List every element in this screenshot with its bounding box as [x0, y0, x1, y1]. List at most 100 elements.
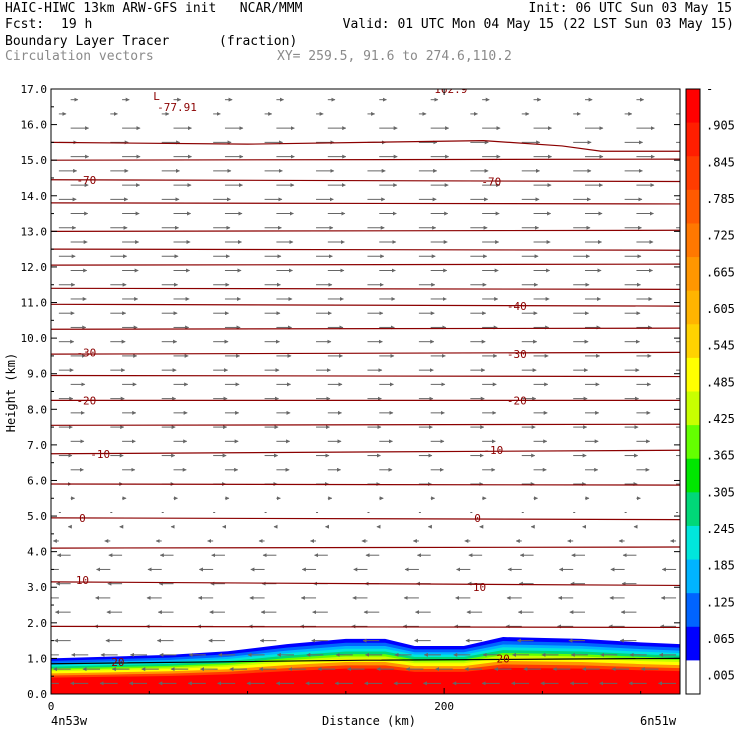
header-valid: Valid: 01 UTC Mon 04 May 15 (22 LST Sun … [342, 17, 734, 32]
contour-label-0-0: 0 [79, 512, 86, 525]
y-tick-label-13: 13.0 [21, 225, 48, 238]
isotherm-0 [51, 625, 680, 629]
colorbar-label-8: .485 [706, 375, 735, 389]
colorbar-label-16: .005 [706, 669, 735, 683]
colorbar-swatch-11 [686, 458, 700, 493]
isotherm-7 [51, 263, 680, 266]
isotherm-4 [51, 374, 680, 378]
y-tick-label-7: 7.0 [27, 439, 47, 452]
colorbar-label-7: .545 [706, 339, 735, 353]
colorbar-swatch-16 [686, 626, 700, 661]
y-tick-label-11: 11.0 [21, 297, 48, 310]
y-tick-label-16: 16.0 [21, 119, 48, 132]
y-tick-label-9: 9.0 [27, 368, 47, 381]
colorbar-swatch-1 [686, 122, 700, 157]
colorbar-label-12: .245 [706, 522, 735, 536]
colorbar-swatch-12 [686, 492, 700, 527]
colorbar-label-4: .725 [706, 229, 735, 243]
x-tick-label-1: 200 [434, 700, 454, 713]
contour-10 [51, 581, 680, 587]
y-tick-label-2: 2.0 [27, 617, 47, 630]
colorbar-swatch-17 [686, 660, 700, 695]
contour--40 [51, 303, 680, 307]
field-name: Boundary Layer Tracer [5, 34, 170, 49]
contour-label--10-0: -10 [90, 448, 110, 461]
header-fcst-value: 19 h [61, 17, 93, 32]
isotherm-10 [51, 202, 680, 205]
contour--30 [51, 351, 680, 355]
colorbar-frame [685, 88, 701, 695]
annotation-1: -77.91 [157, 101, 197, 114]
contour-label-20-1: 20 [496, 652, 509, 665]
x-right-location: 6n51w [640, 714, 677, 728]
annotation-0: L [153, 90, 160, 103]
colorbar-swatch-3 [686, 189, 700, 224]
colorbar-swatch-0 [686, 89, 700, 124]
x-left-location: 4n53w [51, 714, 88, 728]
colorbar-label-2: .845 [706, 155, 735, 169]
colorbar-label-5: .665 [706, 265, 735, 279]
colorbar-label-13: .185 [706, 559, 735, 573]
contour-label--30-1: -30 [507, 348, 527, 361]
colorbar-label-10: .365 [706, 449, 735, 463]
y-tick-label-6: 6.0 [27, 474, 47, 487]
isotherm-2 [51, 483, 680, 486]
x-tick-label-0: 0 [48, 700, 55, 713]
contour-label--40-0: -40 [507, 300, 527, 313]
contour-label--20-0: -20 [76, 394, 96, 407]
colorbar-label-15: .065 [706, 632, 735, 646]
xy-range: XY= 259.5, 91.6 to 274.6,110.2 [277, 49, 512, 64]
y-tick-label-1: 1.0 [27, 652, 47, 665]
overlay-name: Circulation vectors [5, 49, 154, 64]
header-fcst-label: Fcst: [5, 17, 45, 32]
y-tick-label-4: 4.0 [27, 546, 47, 559]
contour-20 [51, 657, 680, 665]
contour-label-20-0: 20 [111, 656, 124, 669]
contour-label--10-1: -10 [483, 444, 503, 457]
contour-label--20-1: -20 [507, 394, 527, 407]
colorbar-swatch-9 [686, 391, 700, 426]
y-tick-label-12: 12.0 [21, 261, 48, 274]
contour-label--70-0: -70 [76, 174, 96, 187]
colorbar-label-3: .785 [706, 192, 735, 206]
header-init: Init: 06 UTC Sun 03 May 15 [528, 1, 733, 16]
colorbar-label-14: .125 [706, 595, 735, 609]
tracer-layer-10 [51, 667, 680, 694]
isotherm-9 [51, 229, 680, 232]
y-tick-label-10: 10.0 [21, 332, 48, 345]
colorbar-swatch-14 [686, 559, 700, 594]
colorbar-swatch-10 [686, 425, 700, 460]
contour-label-10-1: 10 [473, 581, 486, 594]
y-tick-label-14: 14.0 [21, 190, 48, 203]
y-tick-label-8: 8.0 [27, 403, 47, 416]
y-tick-label-3: 3.0 [27, 581, 47, 594]
tropopause-line [51, 140, 680, 152]
colorbar-label-0: - [706, 82, 713, 96]
colorbar-label-6: .605 [706, 302, 735, 316]
isotherm-3 [51, 423, 680, 426]
colorbar-swatch-2 [686, 156, 700, 191]
contour--10 [51, 449, 680, 455]
isotherm-6 [51, 287, 680, 290]
y-tick-label-5: 5.0 [27, 510, 47, 523]
colorbar-swatch-4 [686, 223, 700, 258]
contour-label--70-1: -70 [481, 176, 501, 189]
colorbar-label-9: .425 [706, 412, 735, 426]
isotherm-1 [51, 546, 680, 549]
contour-label-0-1: 0 [474, 512, 481, 525]
contour-0 [51, 517, 680, 521]
colorbar-swatch-5 [686, 257, 700, 292]
contour-label--30-0: -30 [76, 346, 96, 359]
colorbar-swatch-6 [686, 290, 700, 325]
colorbar-swatch-7 [686, 324, 700, 359]
annotation-2: 162.9 [434, 83, 467, 96]
colorbar-swatch-8 [686, 357, 700, 392]
colorbar-swatch-15 [686, 593, 700, 628]
isotherm-5 [51, 327, 680, 330]
y-tick-label-0: 0.0 [27, 688, 47, 701]
y-tick-label-17: 17.0 [21, 83, 48, 96]
colorbar-label-11: .305 [706, 485, 735, 499]
isotherm-11 [51, 158, 680, 161]
y-tick-label-15: 15.0 [21, 154, 48, 167]
isotherm-8 [51, 248, 680, 251]
